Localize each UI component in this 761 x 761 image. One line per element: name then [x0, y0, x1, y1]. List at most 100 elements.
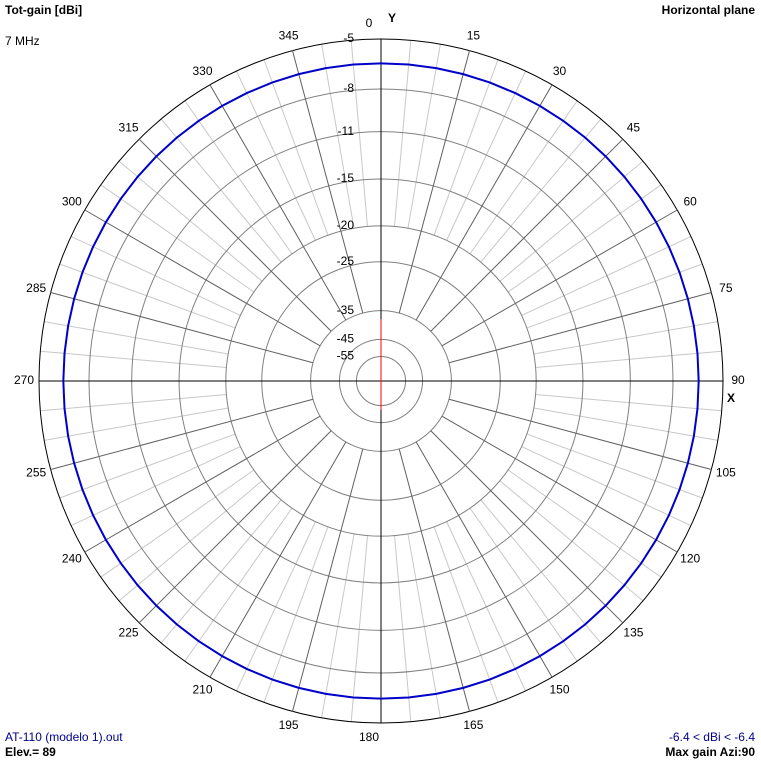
minor-spoke: [533, 407, 718, 441]
range-note: -6.4 < dBi < -6.4: [669, 730, 755, 744]
minor-spoke: [118, 480, 263, 602]
minor-spoke: [533, 321, 718, 355]
spoke: [50, 292, 314, 364]
minor-spoke: [394, 40, 412, 227]
spoke: [441, 209, 678, 347]
spoke: [398, 50, 470, 314]
pattern-line: [62, 62, 700, 700]
r-tick-label: -8: [343, 81, 354, 95]
theta-tick-label: 285: [26, 281, 46, 295]
minor-spoke: [44, 407, 229, 441]
minor-spoke: [446, 70, 526, 241]
minor-spoke: [321, 533, 355, 718]
spoke: [138, 138, 332, 332]
minor-spoke: [521, 236, 692, 316]
minor-spoke: [535, 394, 722, 412]
spoke: [430, 138, 624, 332]
minor-spoke: [480, 499, 602, 644]
minor-spoke: [263, 59, 329, 236]
theta-tick-label: 180: [359, 730, 379, 744]
spoke: [209, 441, 347, 678]
theta-tick-label: 135: [623, 626, 643, 640]
spoke: [448, 292, 712, 364]
minor-spoke: [446, 521, 526, 692]
r-tick-label: -11: [338, 124, 355, 138]
minor-spoke: [526, 433, 703, 499]
spoke: [415, 84, 553, 321]
minor-spoke: [40, 394, 227, 412]
frequency: 7 MHz: [5, 34, 40, 48]
minor-spoke: [535, 350, 722, 368]
theta-tick-label: 120: [680, 552, 700, 566]
r-tick-label: -35: [337, 303, 355, 317]
spoke: [292, 50, 364, 314]
minor-spoke: [236, 521, 316, 692]
theta-tick-label: 105: [716, 466, 736, 480]
theta-tick-label: 225: [119, 626, 139, 640]
y-axis-label: Y: [388, 11, 396, 25]
spoke: [84, 209, 321, 347]
minor-spoke: [59, 433, 236, 499]
minor-spoke: [433, 526, 499, 703]
theta-tick-label: 15: [467, 28, 481, 42]
r-tick-label: -5: [343, 31, 354, 45]
r-tick-label: -15: [337, 171, 355, 185]
minor-spoke: [433, 59, 499, 236]
theta-tick-label: 240: [62, 552, 82, 566]
r-tick-label: -20: [337, 218, 355, 232]
theta-tick-label: 75: [719, 281, 733, 295]
minor-spoke: [236, 70, 316, 241]
minor-spoke: [160, 118, 282, 263]
minor-spoke: [321, 44, 355, 229]
minor-spoke: [507, 184, 662, 293]
spoke: [430, 430, 624, 624]
theta-tick-label: 45: [627, 121, 641, 135]
minor-spoke: [499, 480, 644, 602]
minor-spoke: [507, 469, 662, 578]
spoke: [292, 448, 364, 712]
minor-spoke: [100, 469, 255, 578]
minor-spoke: [499, 160, 644, 282]
minor-spoke: [70, 446, 241, 526]
chart-title: Tot-gain [dBi]: [5, 3, 82, 17]
theta-tick-label: 330: [192, 64, 212, 78]
minor-spoke: [184, 100, 293, 255]
minor-spoke: [407, 44, 441, 229]
spoke: [84, 415, 321, 553]
spoke: [398, 448, 470, 712]
spoke: [415, 441, 553, 678]
minor-spoke: [118, 160, 263, 282]
x-axis-label: X: [727, 391, 735, 405]
theta-tick-label: 150: [549, 682, 569, 696]
minor-spoke: [263, 526, 329, 703]
minor-spoke: [70, 236, 241, 316]
minor-spoke: [350, 40, 368, 227]
minor-spoke: [44, 321, 229, 355]
theta-tick-label: 345: [279, 28, 299, 42]
plane: Horizontal plane: [662, 3, 756, 17]
file-name: AT-110 (modelo 1).out: [5, 730, 123, 744]
r-tick-label: -55: [337, 349, 355, 363]
theta-tick-label: 60: [683, 195, 697, 209]
r-tick-label: -25: [337, 254, 355, 268]
theta-tick-label: 270: [14, 373, 34, 387]
theta-tick-label: 300: [62, 195, 82, 209]
spoke: [138, 430, 332, 624]
minor-spoke: [40, 350, 227, 368]
theta-tick-label: 30: [553, 64, 567, 78]
minor-spoke: [100, 184, 255, 293]
minor-spoke: [394, 535, 412, 722]
minor-spoke: [480, 118, 602, 263]
minor-spoke: [521, 446, 692, 526]
theta-tick-label: 315: [119, 121, 139, 135]
r-tick-label: -45: [337, 332, 355, 346]
minor-spoke: [350, 535, 368, 722]
minor-spoke: [469, 100, 578, 255]
theta-tick-label: 210: [192, 682, 212, 696]
theta-tick-label: 90: [731, 373, 745, 387]
spoke: [50, 398, 314, 470]
theta-tick-label: 195: [279, 718, 299, 732]
minor-spoke: [407, 533, 441, 718]
minor-spoke: [160, 499, 282, 644]
